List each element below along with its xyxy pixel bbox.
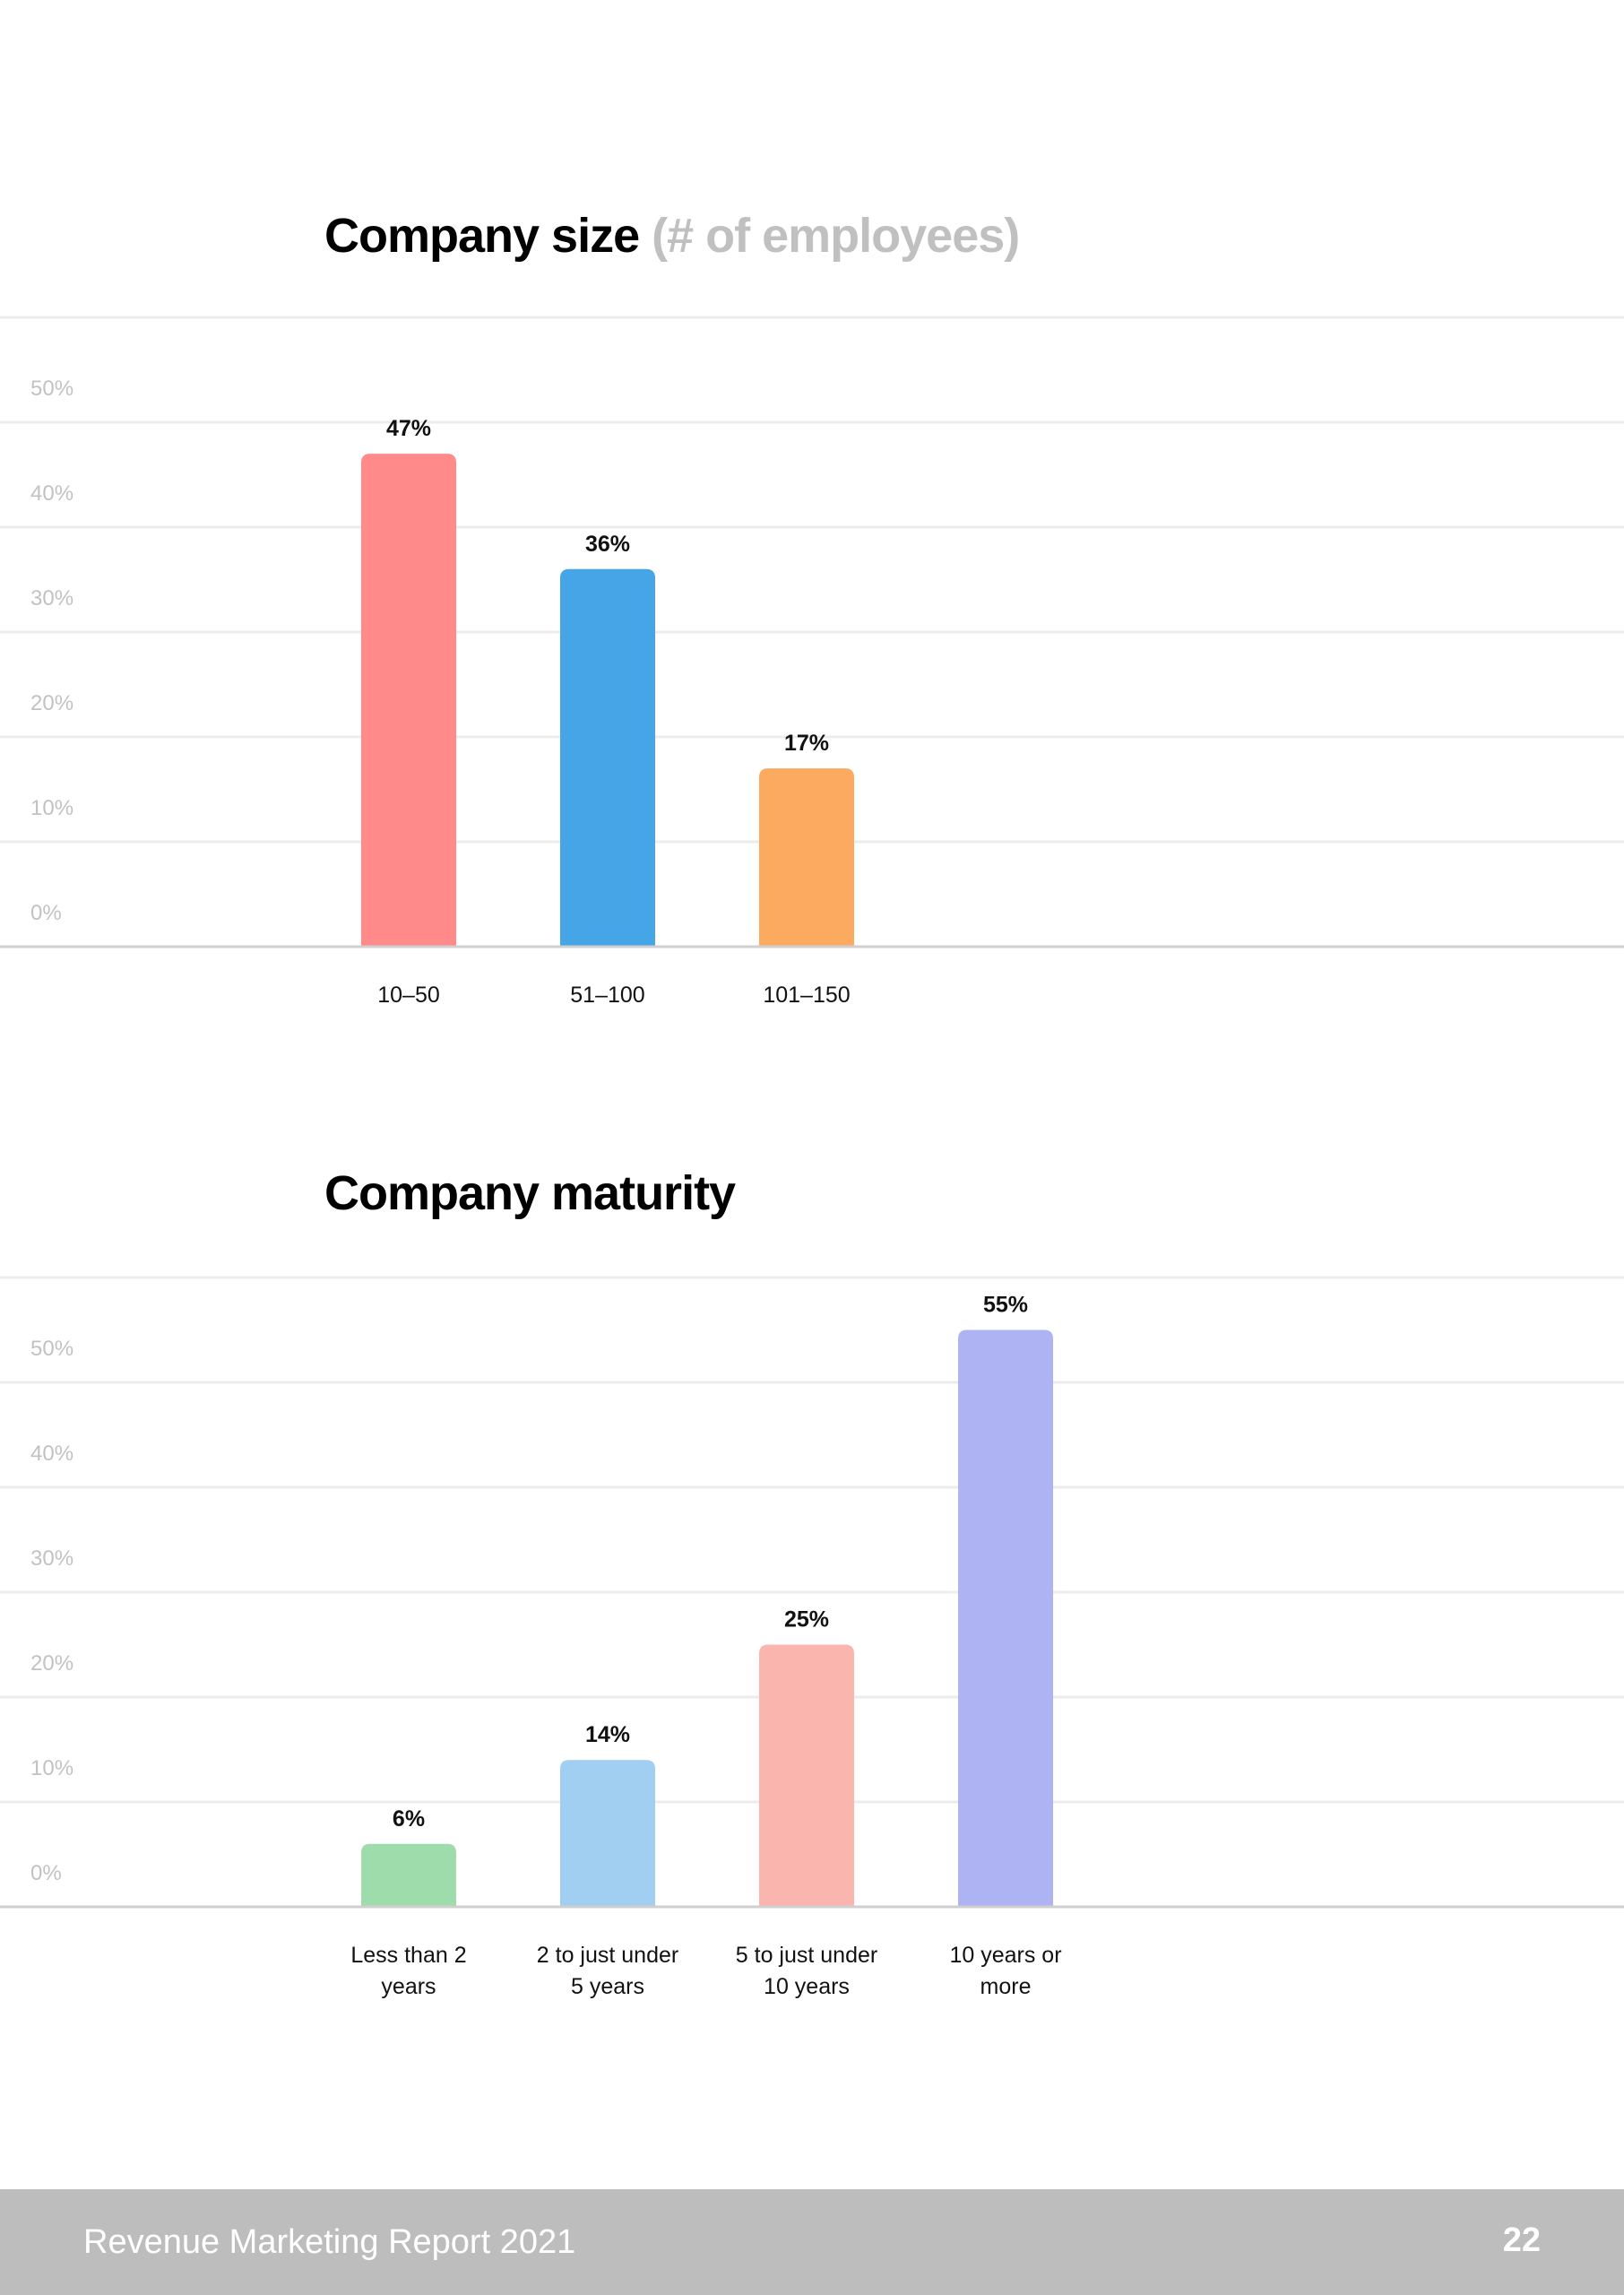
bar — [361, 1843, 456, 1907]
x-tick-label: years — [381, 1974, 436, 1999]
bar — [361, 454, 456, 948]
data-label: 55% — [983, 1293, 1028, 1318]
y-tick-label: 30% — [30, 1546, 73, 1571]
y-tick-label: 50% — [30, 377, 73, 401]
chart-title-text: Company size — [324, 209, 640, 263]
company-maturity-chart: 0% 10% 20% 30% 40% 50% 6% Less than 2 years 14% 2 … — [0, 1276, 1624, 1999]
chart-subtitle: (# of employees) — [652, 209, 1020, 263]
chart-title-company-maturity: Company maturity — [324, 1165, 736, 1221]
x-tick-label: 101–150 — [763, 983, 850, 1008]
x-tick-label: 5 years — [571, 1974, 644, 1999]
y-tick-label: 10% — [30, 796, 73, 820]
bar — [759, 1644, 854, 1907]
x-tick-label: 10–50 — [377, 983, 440, 1008]
data-label: 25% — [784, 1607, 829, 1632]
page-footer: Revenue Marketing Report 2021 22 — [0, 2189, 1624, 2295]
x-tick-label: 51–100 — [570, 983, 644, 1008]
chart-title-company-size: Company size (# of employees) — [324, 208, 1020, 264]
data-label: 6% — [393, 1806, 425, 1832]
x-tick-label: 10 years — [764, 1974, 850, 1999]
y-tick-label: 10% — [30, 1756, 73, 1780]
bar — [958, 1329, 1053, 1907]
y-tick-label: 40% — [30, 1442, 73, 1466]
y-tick-label: 20% — [30, 691, 73, 715]
bar — [560, 1760, 655, 1907]
chart-title-text: Company maturity — [324, 1166, 736, 1220]
bar — [560, 568, 655, 947]
y-tick-label: 0% — [30, 1861, 62, 1885]
company-size-chart: 0% 10% 20% 30% 40% 50% 47% 10–50 36% 51–100 17% 101… — [0, 316, 1624, 1008]
x-tick-label: Less than 2 — [350, 1943, 466, 1968]
data-label: 47% — [386, 416, 431, 441]
x-tick-label: 5 to just under — [736, 1943, 877, 1968]
y-tick-label: 40% — [30, 481, 73, 506]
y-tick-label: 0% — [30, 901, 62, 925]
data-label: 14% — [585, 1722, 630, 1747]
x-tick-label: more — [980, 1974, 1032, 1999]
bar — [759, 768, 854, 947]
x-tick-label: 10 years or — [949, 1943, 1061, 1968]
page-number: 22 — [1502, 2221, 1541, 2259]
y-tick-label: 30% — [30, 586, 73, 611]
y-tick-label: 20% — [30, 1651, 73, 1676]
x-tick-label: 2 to just under — [537, 1943, 678, 1968]
report-title: Revenue Marketing Report 2021 — [83, 2223, 576, 2261]
y-tick-label: 50% — [30, 1337, 73, 1361]
data-label: 17% — [784, 731, 829, 756]
data-label: 36% — [585, 532, 630, 557]
